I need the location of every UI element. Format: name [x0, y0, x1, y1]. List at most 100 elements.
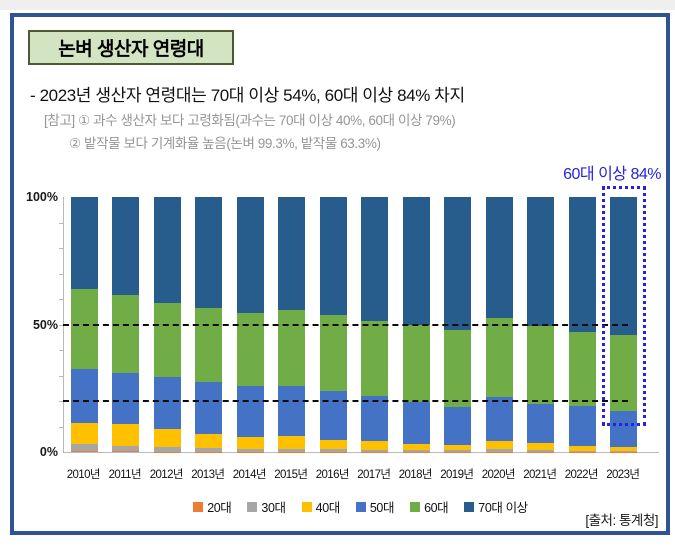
bar-2021년 — [527, 197, 555, 452]
legend-item-60대: 60대 — [410, 497, 449, 516]
bar-segment-30대 — [278, 448, 306, 452]
bar-segment-70대 이상 — [236, 197, 264, 313]
bar-segment-70대 이상 — [485, 197, 513, 319]
bar-segment-30대 — [361, 449, 389, 452]
bar-2011년 — [112, 197, 140, 452]
bar-segment-70대 이상 — [402, 197, 430, 326]
bar-segment-40대 — [153, 428, 181, 448]
y-minor-tick — [59, 299, 63, 300]
title-box: 논벼 생산자 연령대 — [28, 30, 234, 65]
bar-segment-40대 — [195, 433, 223, 448]
bar-segment-70대 이상 — [319, 197, 347, 315]
bar-segment-70대 이상 — [568, 197, 596, 332]
bar-segment-50대 — [610, 411, 638, 448]
bar-segment-30대 — [319, 449, 347, 452]
bar-segment-30대 — [112, 445, 140, 452]
legend-label: 30대 — [261, 501, 286, 515]
bar-segment-40대 — [444, 444, 472, 451]
bar-segment-70대 이상 — [444, 197, 472, 331]
bar-2014년 — [236, 197, 264, 452]
bar-segment-50대 — [527, 403, 555, 443]
bar-segment-30대 — [485, 449, 513, 452]
bar-segment-20대 — [195, 451, 223, 452]
bar-segment-20대 — [153, 451, 181, 452]
stacked-bar-chart-plot-area — [63, 197, 659, 453]
legend-swatch-icon — [355, 501, 366, 512]
bar-segment-60대 — [195, 307, 223, 382]
bar-segment-40대 — [402, 443, 430, 451]
bar-segment-50대 — [195, 381, 223, 434]
bar-segment-30대 — [236, 449, 264, 452]
y-minor-tick — [59, 248, 63, 249]
reference-line-20pct — [63, 400, 628, 402]
bar-segment-70대 이상 — [195, 197, 223, 308]
bar-segment-60대 — [485, 318, 513, 398]
y-minor-tick — [59, 222, 63, 224]
y-minor-tick — [59, 273, 63, 275]
bar-segment-50대 — [112, 372, 140, 424]
legend-label: 60대 — [424, 501, 449, 515]
bar-segment-70대 이상 — [610, 197, 638, 335]
bar-2020년 — [485, 197, 513, 452]
bar-2015년 — [278, 197, 306, 452]
bar-segment-60대 — [444, 330, 472, 408]
bar-segment-30대 — [153, 447, 181, 452]
bar-segment-30대 — [568, 450, 596, 452]
bar-2022년 — [568, 197, 596, 452]
bar-segment-60대 — [361, 320, 389, 396]
x-axis-labels: 2010년 2011년 2012년 2013년 2014년 2015년 2016년 2017년… — [63, 466, 658, 482]
legend-label: 20대 — [207, 501, 232, 515]
legend-swatch-icon — [301, 501, 312, 512]
reference-line-50pct — [63, 323, 628, 326]
bar-segment-40대 — [610, 447, 638, 451]
bar-segment-30대 — [527, 450, 555, 452]
bar-segment-40대 — [70, 422, 98, 444]
bar-segment-70대 이상 — [361, 197, 389, 321]
legend-swatch-icon — [193, 501, 204, 512]
bar-segment-70대 이상 — [70, 197, 98, 290]
bar-segment-20대 — [70, 450, 98, 452]
headline-text: - 2023년 생산자 연령대는 70대 이상 54%, 60대 이상 84% … — [30, 86, 465, 105]
bar-segment-60대 — [402, 325, 430, 403]
y-minor-tick — [59, 350, 63, 351]
bar-2019년 — [444, 197, 472, 452]
bar-segment-60대 — [70, 289, 98, 369]
bar-segment-30대 — [444, 450, 472, 452]
bar-segment-50대 — [70, 368, 98, 423]
legend-item-40대: 40대 — [301, 497, 340, 516]
x-tick-label-2019년: 2019년 — [440, 469, 474, 481]
bar-segment-50대 — [153, 377, 181, 429]
bar-segment-40대 — [361, 441, 389, 450]
bar-segment-60대 — [568, 331, 596, 407]
bar-segment-70대 이상 — [278, 197, 306, 311]
bar-segment-40대 — [485, 441, 513, 450]
chart-legend: 20대 30대 40대 50대 60대 70대 이상 — [63, 497, 658, 516]
bar-2010년 — [70, 197, 98, 452]
bar-segment-40대 — [527, 442, 555, 451]
x-tick-label-2017년: 2017년 — [357, 469, 391, 481]
x-tick-label-2014년: 2014년 — [232, 469, 267, 481]
bar-segment-70대 이상 — [153, 197, 181, 303]
x-tick-label-2018년: 2018년 — [398, 469, 433, 481]
legend-item-20대: 20대 — [193, 497, 232, 516]
bar-segment-50대 — [485, 397, 513, 442]
y-minor-tick — [59, 426, 63, 428]
bar-segment-30대 — [610, 451, 638, 452]
bar-segment-60대 — [112, 295, 140, 373]
bar-segment-40대 — [112, 423, 140, 446]
bar-segment-60대 — [278, 310, 306, 386]
top-margin-strip — [0, 0, 675, 10]
bar-2013년 — [195, 197, 223, 452]
reference-note-2: ② 밭작물 보다 기계화율 높음(논벼 99.3%, 밭작물 63.3%) — [69, 136, 381, 151]
y-minor-tick — [59, 375, 63, 377]
bar-segment-40대 — [278, 436, 306, 449]
legend-label: 50대 — [369, 501, 395, 515]
y-tick-label: 50% — [32, 317, 58, 332]
bar-segment-60대 — [319, 314, 347, 391]
x-tick-label-2021년: 2021년 — [523, 469, 557, 481]
bar-segment-30대 — [402, 450, 430, 452]
x-tick-label-2015년: 2015년 — [274, 469, 308, 481]
x-tick-label-2023년: 2023년 — [606, 469, 640, 481]
bar-segment-60대 — [153, 302, 181, 378]
